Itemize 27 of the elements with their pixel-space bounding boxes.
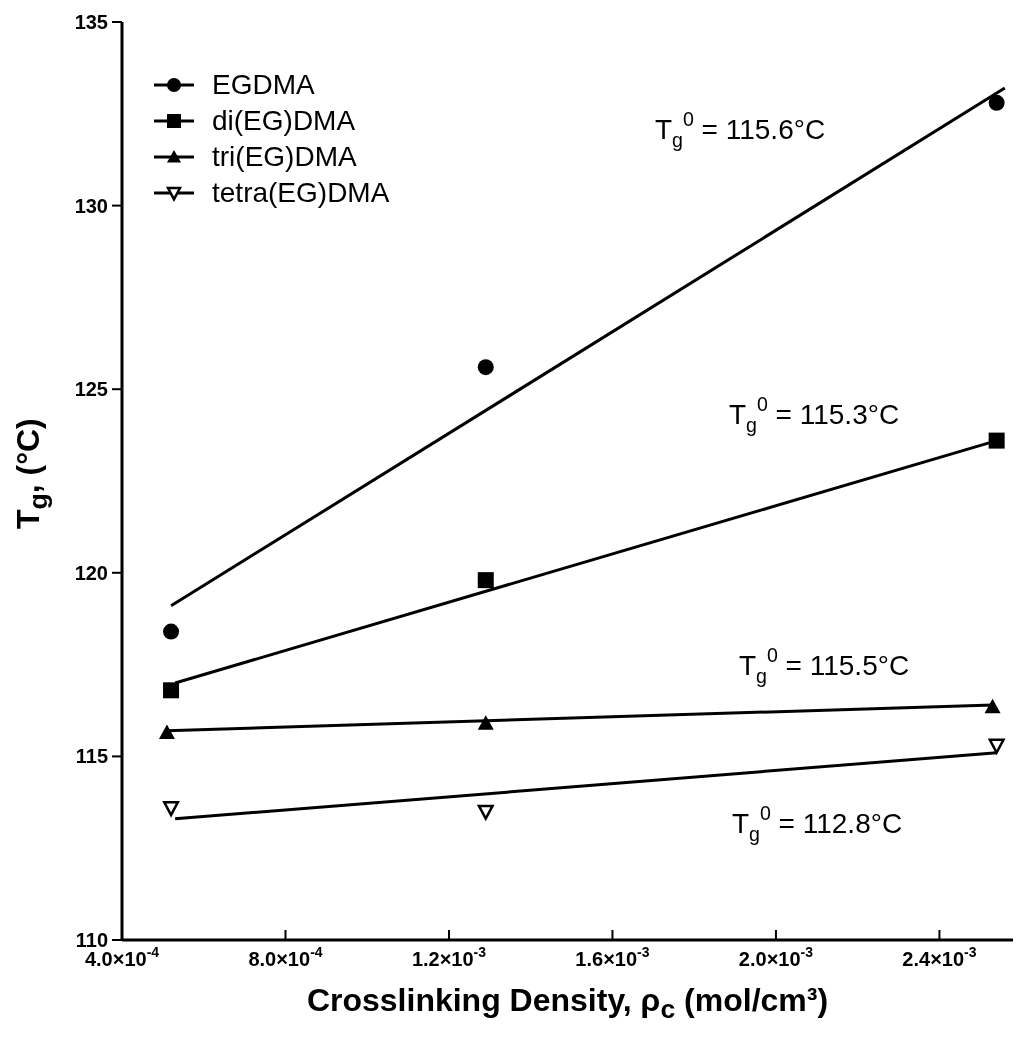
legend-label: EGDMA: [212, 69, 315, 101]
legend-label: tri(EG)DMA: [212, 141, 357, 173]
x-tick-label: 8.0×10$^{-4}$: [248, 944, 323, 970]
point: [988, 94, 1005, 111]
y-tick-label: 125: [74, 378, 108, 401]
point: [988, 432, 1005, 449]
point: [477, 359, 494, 376]
x-tick-label: 1.6×10$^{-3}$: [575, 944, 650, 970]
y-tick-label: 135: [74, 11, 108, 33]
x-axis-title: Crosslinking Density, ρ$_{c}$ (mol/cm³): [305, 982, 830, 1026]
y-tick-label: 115: [75, 745, 108, 768]
point: [477, 804, 494, 820]
point: [988, 738, 1005, 754]
point: [984, 698, 1001, 714]
point: [477, 572, 494, 589]
legend-label: di(EG)DMA: [212, 105, 356, 137]
point: [477, 715, 494, 730]
point: [163, 623, 180, 640]
point: [163, 682, 180, 699]
x-tick-label: 1.2×10$^{-3}$: [411, 944, 487, 970]
x-tick-label: 2.4×10$^{-3}$: [902, 944, 977, 970]
point: [163, 800, 180, 817]
legend-label: tetra(EG)DMA: [212, 177, 390, 209]
y-tick-label: 130: [74, 194, 108, 217]
y-tick-label: 120: [74, 561, 108, 584]
point: [158, 724, 175, 739]
x-tick-label: 2.0×10$^{-3}$: [738, 944, 814, 970]
